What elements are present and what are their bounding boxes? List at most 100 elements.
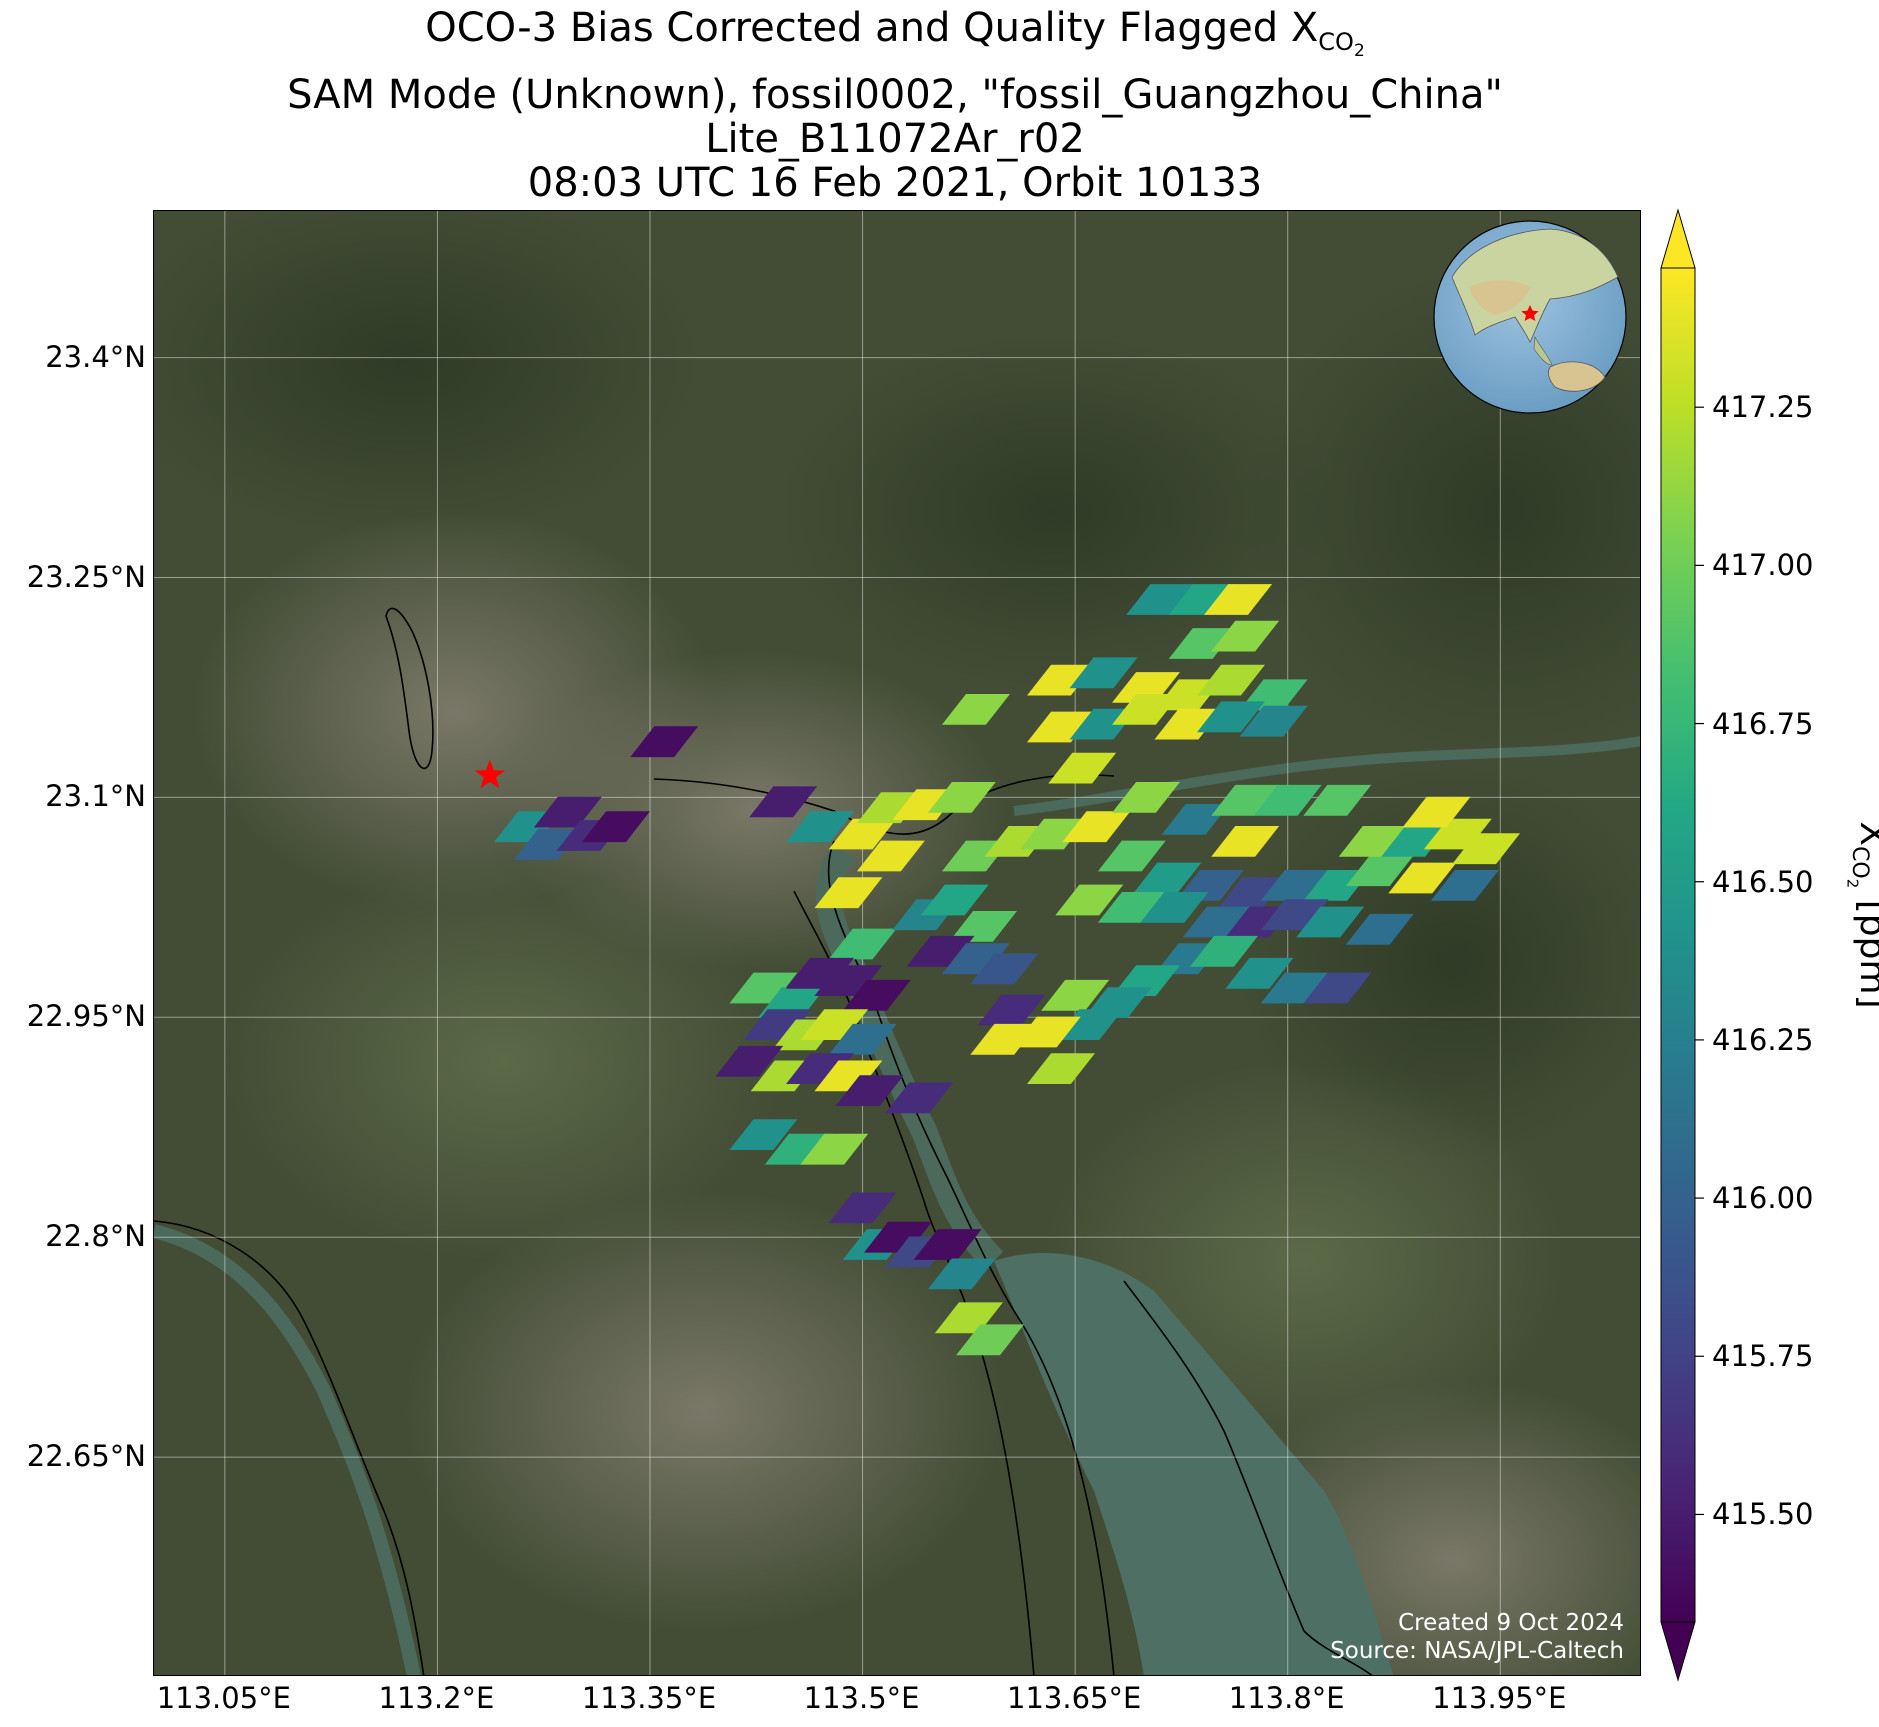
xco2-footprint: [1211, 826, 1280, 857]
xco2-footprint: [1381, 826, 1450, 857]
xco2-footprint: [1260, 870, 1329, 901]
xco2-footprint: [715, 1045, 784, 1077]
xco2-footprint: [856, 792, 925, 824]
xco2-footprint: [1430, 870, 1499, 901]
lat-tick-label: 22.95°N: [26, 999, 146, 1034]
xco2-footprint: [1133, 862, 1202, 894]
xco2-footprint: [743, 1009, 812, 1040]
xco2-footprint: [1452, 833, 1521, 865]
xco2-footprint: [1012, 1016, 1081, 1048]
xco2-footprint: [786, 1053, 855, 1084]
river-estuary: [994, 1252, 1394, 1675]
xco2-footprint: [814, 965, 883, 996]
xco2-footprint: [885, 1082, 954, 1114]
map-panel: Created 9 Oct 2024 Source: NASA/JPL-Calt…: [153, 210, 1641, 1676]
xco2-footprint: [1168, 584, 1237, 615]
xco2-footprint: [1189, 935, 1258, 967]
xco2-footprint: [913, 1229, 982, 1260]
xco2-footprint: [1182, 906, 1251, 938]
xco2-footprint: [630, 726, 699, 758]
colorbar-tick-label: 415.75: [1712, 1339, 1814, 1374]
xco2-footprint: [1225, 957, 1294, 989]
basemap: [154, 211, 1640, 1675]
lat-tick-label: 22.8°N: [45, 1219, 146, 1254]
xco2-footprint: [906, 935, 975, 967]
xco2-footprint: [1303, 784, 1372, 816]
xco2-footprint: [1161, 804, 1230, 835]
target-star-icon: [474, 759, 506, 789]
west-river: [154, 1224, 421, 1675]
xco2-footprint: [1345, 913, 1414, 945]
map-canvas: [154, 211, 1640, 1675]
xco2-footprint: [729, 1119, 798, 1150]
xco2-footprint: [1204, 584, 1273, 615]
xco2-footprint: [1154, 708, 1223, 740]
xco2-footprint: [941, 694, 1010, 725]
colorbar-min-extend: [1660, 1621, 1696, 1682]
xco2-footprint: [1140, 892, 1209, 923]
xco2-footprint: [1303, 972, 1372, 1004]
title-line-2: SAM Mode (Unknown), fossil0002, "fossil_…: [287, 71, 1503, 118]
xco2-footprint: [786, 957, 855, 989]
lon-tick-label: 113.2°E: [378, 1681, 495, 1715]
xco2-footprint: [814, 877, 883, 909]
colorbar: [1660, 208, 1704, 1682]
inset-globe-icon: [1433, 220, 1627, 414]
xco2-footprint: [1069, 657, 1138, 689]
xco2-footprint: [949, 911, 1017, 942]
xco2-footprint: [1402, 796, 1471, 828]
xco2-footprint: [1345, 855, 1414, 887]
created-date: Created 9 Oct 2024: [1398, 1610, 1624, 1636]
xco2-footprint: [1019, 818, 1088, 850]
xco2-footprint: [1388, 862, 1457, 894]
xco2-footprint: [934, 1302, 1003, 1334]
xco2-footprint: [941, 943, 1010, 975]
colorbar-gradient: [1660, 267, 1696, 1623]
colorbar-tick-label: 417.00: [1712, 548, 1814, 583]
colorbar-tick-label: 416.25: [1712, 1022, 1814, 1057]
lat-tick-label: 23.1°N: [45, 779, 146, 814]
lon-tick-label: 113.35°E: [581, 1681, 717, 1715]
xco2-footprint: [828, 928, 897, 960]
lon-tick-label: 113.05°E: [156, 1681, 291, 1715]
colorbar-tick-label: 415.50: [1712, 1497, 1814, 1532]
xco2-footprint: [1112, 782, 1180, 813]
lat-tick-label: 22.65°N: [26, 1439, 146, 1474]
colorbar-max-extend: [1660, 208, 1696, 269]
xco2-footprint: [1296, 906, 1365, 938]
xco2-footprint: [856, 840, 925, 872]
xco2-footprint: [533, 796, 602, 828]
target-location-star: [474, 759, 506, 789]
xco2-footprint: [835, 1075, 904, 1106]
data-source: Source: NASA/JPL-Caltech: [1330, 1638, 1624, 1664]
xco2-footprint: [1197, 664, 1265, 696]
colorbar-tick-label: 416.00: [1712, 1181, 1814, 1216]
xco2-footprint: [1260, 972, 1329, 1004]
xco2-footprint: [800, 1133, 869, 1165]
xco2-footprint: [1041, 979, 1110, 1011]
xco2-footprint: [970, 953, 1039, 985]
xco2-footprint: [1062, 811, 1131, 843]
xco2-footprint: [1338, 826, 1407, 857]
xco2-footprint: [814, 1060, 883, 1092]
colorbar-tick-label: 417.25: [1712, 390, 1814, 425]
xco2-footprint: [1211, 784, 1280, 816]
xco2-footprint: [842, 979, 911, 1011]
lon-tick-label: 113.8°E: [1228, 1681, 1345, 1715]
xco2-footprint: [729, 972, 798, 1004]
xco2-footprint: [1423, 818, 1492, 850]
east-river: [1013, 736, 1640, 816]
xco2-footprint: [970, 1023, 1039, 1055]
xco2-footprint: [1027, 711, 1095, 743]
xco2-footprint: [800, 1009, 869, 1040]
map-title: OCO-3 Bias Corrected and Quality Flagged…: [150, 6, 1640, 205]
xco2-footprint: [1055, 1009, 1124, 1040]
xco2-footprint: [828, 818, 897, 850]
xco2-footprint: [1112, 672, 1180, 703]
title-line-3: Lite_B11072Ar_r02: [705, 115, 1085, 162]
xco2-footprint: [977, 994, 1046, 1026]
title-line-1: OCO-3 Bias Corrected and Quality Flagged…: [425, 5, 1365, 61]
lon-tick-label: 113.95°E: [1432, 1681, 1567, 1715]
lon-tick-label: 113.65°E: [1006, 1681, 1142, 1715]
xco2-footprint: [1126, 584, 1195, 615]
